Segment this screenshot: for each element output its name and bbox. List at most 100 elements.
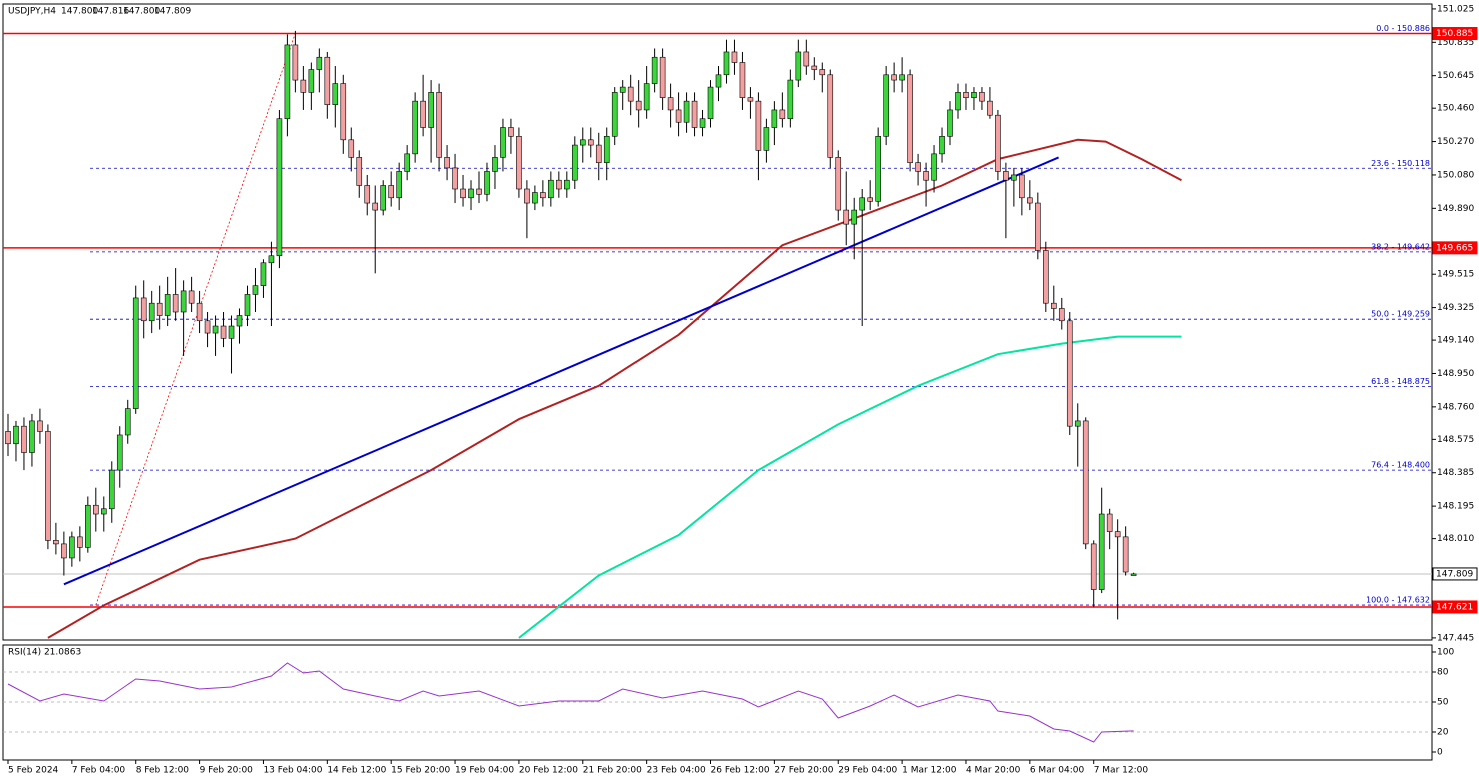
y-tick-label: 150.645 <box>1437 71 1474 81</box>
y-tick-label: 148.950 <box>1437 369 1474 379</box>
candle-body <box>69 536 75 559</box>
level-box <box>1432 27 1478 41</box>
candle-body <box>795 51 802 81</box>
candle-body <box>707 86 714 120</box>
candle-body <box>1114 531 1121 538</box>
candle-body <box>77 536 83 548</box>
candle-body <box>29 420 35 453</box>
price-panel <box>2 3 1433 641</box>
candle-body <box>276 118 283 257</box>
y-tick-label: 148.760 <box>1437 402 1474 412</box>
candle-body <box>651 56 658 84</box>
candle-body <box>635 100 642 111</box>
candle-body <box>364 185 371 204</box>
y-tick-label: 151.025 <box>1437 4 1474 14</box>
candle-body <box>691 100 698 128</box>
candle-body <box>1082 420 1089 545</box>
candle-body <box>1066 320 1073 427</box>
ohlc-text: 147.809 <box>154 7 191 17</box>
candle-body <box>540 192 546 199</box>
candle-body <box>492 157 498 172</box>
candle-body <box>1122 536 1129 573</box>
candle-body <box>907 74 913 163</box>
candle-body <box>284 44 291 120</box>
candle-body <box>140 297 147 322</box>
candle-body <box>372 202 379 211</box>
candle-body <box>260 262 267 286</box>
rsi-panel <box>2 644 1433 761</box>
candle-body <box>300 79 307 93</box>
candle-body <box>164 294 171 316</box>
x-tick-label: 9 Feb 20:00 <box>200 766 254 776</box>
candle-body <box>212 325 219 334</box>
rsi-tick-label: 100 <box>1437 648 1454 658</box>
candle-body <box>939 135 945 155</box>
candle-body <box>388 185 394 199</box>
x-tick-label: 15 Feb 20:00 <box>391 766 450 776</box>
candle-body <box>484 171 490 195</box>
x-tick-label: 5 Feb 2024 <box>8 766 59 776</box>
candle-body <box>619 86 626 93</box>
rsi-tick-label: 50 <box>1437 698 1449 708</box>
x-tick-label: 4 Mar 20:00 <box>966 766 1021 776</box>
x-tick-label: 20 Feb 12:00 <box>519 766 578 776</box>
candle-body <box>947 109 953 137</box>
x-tick-label: 27 Feb 20:00 <box>774 766 833 776</box>
y-tick-label: 148.010 <box>1437 534 1474 544</box>
candle-body <box>891 74 897 81</box>
candle-body <box>875 135 881 202</box>
candle-body <box>356 157 363 186</box>
level-box <box>1432 600 1478 614</box>
candle-body <box>923 171 929 181</box>
x-tick-label: 13 Feb 04:00 <box>263 766 322 776</box>
y-tick-label: 147.445 <box>1437 633 1474 643</box>
candle-body <box>1074 420 1081 427</box>
candle-body <box>995 114 1001 172</box>
candle-body <box>595 144 602 163</box>
y-tick-label: 150.080 <box>1437 170 1474 180</box>
candle-body <box>979 92 985 102</box>
candle-body <box>1035 202 1041 251</box>
rsi-plot <box>3 662 1432 743</box>
candle-body <box>324 56 331 105</box>
candle-body <box>675 109 682 123</box>
candle-body <box>819 69 826 76</box>
candle-body <box>1050 302 1057 309</box>
fib-label: 38.2 - 149.642 <box>1371 242 1430 251</box>
candle-body <box>444 157 450 169</box>
candle-body <box>37 420 43 432</box>
candle-body <box>228 325 235 339</box>
candle-body <box>508 127 514 137</box>
candle-body <box>452 167 458 190</box>
candle-body <box>771 109 778 128</box>
overlay-line <box>63 156 1059 586</box>
candle-body <box>156 302 163 316</box>
candle-body <box>739 62 746 98</box>
candle-body <box>971 92 977 98</box>
candle-body <box>723 51 730 76</box>
x-tick-label: 1 Mar 12:00 <box>902 766 957 776</box>
x-tick-label: 6 Mar 04:00 <box>1030 766 1085 776</box>
candle-body <box>931 153 937 181</box>
candle-body <box>468 188 474 199</box>
candle-body <box>1090 543 1097 590</box>
y-tick-label: 148.195 <box>1437 502 1474 512</box>
candle-body <box>172 294 179 313</box>
candle-body <box>252 285 259 295</box>
candle-body <box>963 92 969 98</box>
candle-body <box>436 92 442 158</box>
candle-body <box>683 100 690 123</box>
candle-body <box>611 92 618 137</box>
candle-body <box>220 325 227 339</box>
candle-body <box>556 179 562 190</box>
candle-body <box>100 508 107 515</box>
candle-body <box>548 179 554 199</box>
candle-body <box>1106 513 1113 532</box>
y-tick-label: 149.515 <box>1437 270 1474 280</box>
x-tick-label: 21 Feb 20:00 <box>583 766 642 776</box>
candle-body <box>843 209 850 225</box>
symbol: USDJPY,H4 <box>8 7 56 17</box>
